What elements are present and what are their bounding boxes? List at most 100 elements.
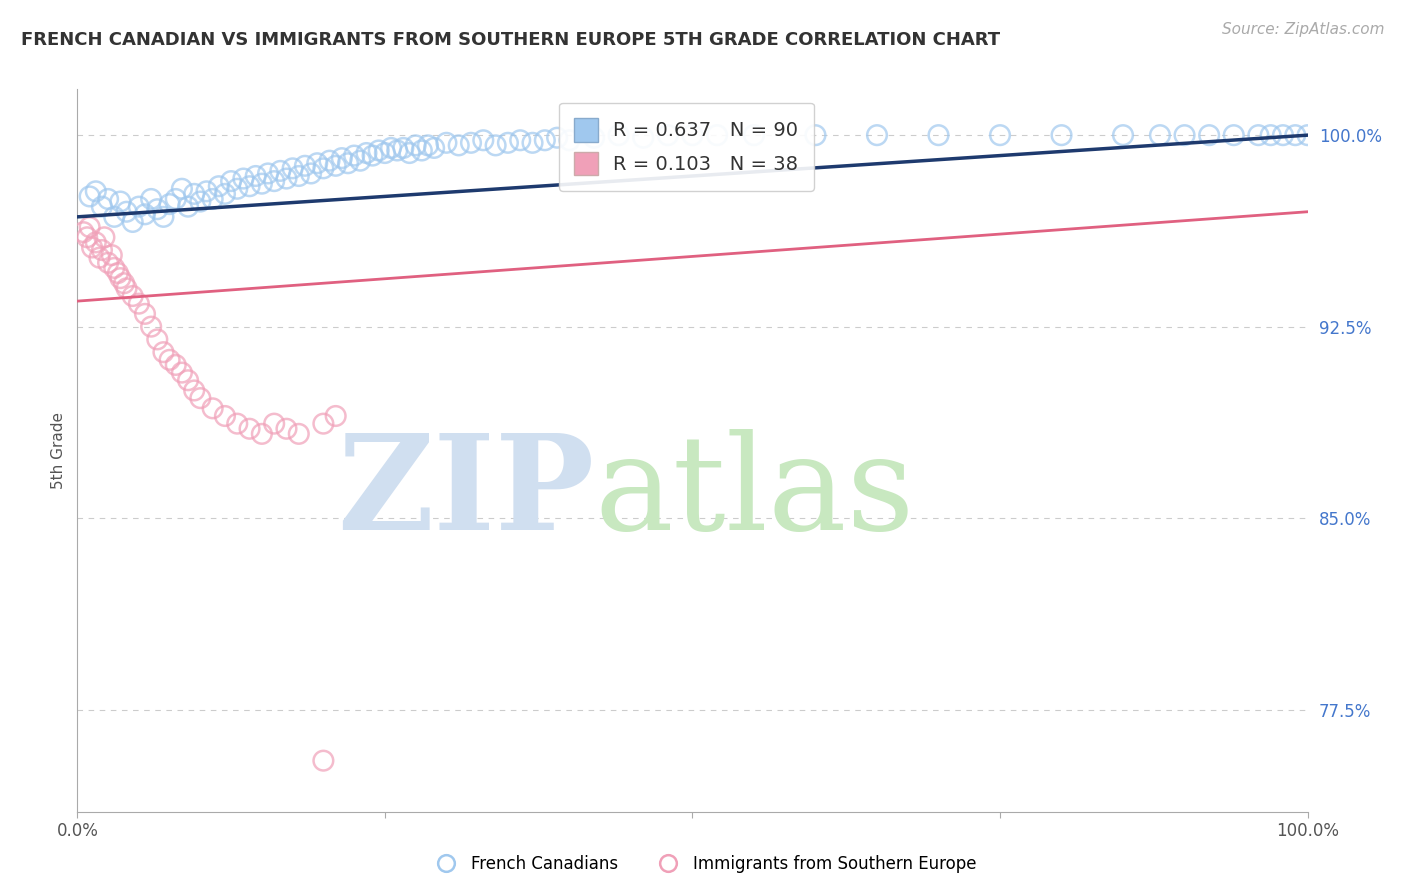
- Point: [299, 166, 322, 180]
- Point: [146, 332, 169, 346]
- Point: [312, 754, 335, 768]
- Point: [82, 240, 104, 254]
- Legend: French Canadians, Immigrants from Southern Europe: French Canadians, Immigrants from Southe…: [423, 848, 983, 880]
- Point: [110, 194, 132, 209]
- Point: [472, 133, 495, 147]
- Point: [269, 164, 291, 178]
- Point: [583, 130, 606, 145]
- Point: [239, 422, 262, 436]
- Point: [72, 225, 94, 239]
- Point: [485, 138, 508, 153]
- Point: [152, 210, 174, 224]
- Point: [214, 186, 236, 201]
- Point: [165, 358, 187, 372]
- Point: [226, 417, 249, 431]
- Point: [232, 171, 254, 186]
- Point: [1260, 128, 1282, 143]
- Point: [1247, 128, 1270, 143]
- Point: [288, 426, 311, 441]
- Point: [742, 128, 765, 143]
- Point: [436, 136, 458, 150]
- Point: [1149, 128, 1171, 143]
- Point: [121, 215, 143, 229]
- Point: [250, 177, 273, 191]
- Point: [214, 409, 236, 423]
- Point: [343, 148, 366, 162]
- Point: [1174, 128, 1197, 143]
- Point: [170, 366, 193, 380]
- Point: [928, 128, 950, 143]
- Point: [423, 141, 446, 155]
- Point: [318, 153, 340, 168]
- Point: [706, 128, 728, 143]
- Point: [682, 128, 704, 143]
- Point: [84, 184, 107, 198]
- Point: [281, 161, 304, 176]
- Point: [1112, 128, 1135, 143]
- Point: [307, 156, 329, 170]
- Point: [146, 202, 169, 217]
- Point: [988, 128, 1011, 143]
- Point: [1272, 128, 1295, 143]
- Point: [447, 138, 470, 153]
- Point: [367, 144, 389, 158]
- Point: [257, 166, 280, 180]
- Point: [177, 200, 200, 214]
- Point: [97, 256, 120, 270]
- Point: [159, 197, 181, 211]
- Point: [159, 352, 181, 367]
- Point: [522, 136, 544, 150]
- Point: [416, 138, 439, 153]
- Point: [115, 204, 138, 219]
- Point: [110, 271, 132, 285]
- Point: [79, 220, 101, 235]
- Point: [177, 373, 200, 387]
- Point: [141, 319, 163, 334]
- Point: [1223, 128, 1246, 143]
- Point: [112, 277, 135, 291]
- Point: [195, 184, 218, 198]
- Point: [398, 146, 420, 161]
- Point: [93, 230, 115, 244]
- Point: [558, 133, 581, 147]
- Point: [405, 138, 427, 153]
- Point: [201, 401, 224, 416]
- Point: [1284, 128, 1306, 143]
- Point: [107, 266, 129, 280]
- Point: [239, 179, 262, 194]
- Point: [1050, 128, 1073, 143]
- Point: [183, 384, 205, 398]
- Text: atlas: atlas: [595, 429, 914, 558]
- Point: [325, 159, 347, 173]
- Point: [183, 186, 205, 201]
- Point: [263, 417, 285, 431]
- Point: [103, 210, 125, 224]
- Point: [103, 260, 125, 275]
- Point: [134, 207, 156, 221]
- Point: [312, 417, 335, 431]
- Point: [361, 148, 384, 162]
- Point: [128, 296, 150, 310]
- Point: [546, 130, 568, 145]
- Text: Source: ZipAtlas.com: Source: ZipAtlas.com: [1222, 22, 1385, 37]
- Point: [208, 179, 231, 194]
- Point: [250, 426, 273, 441]
- Point: [128, 200, 150, 214]
- Point: [89, 251, 111, 265]
- Point: [165, 192, 187, 206]
- Point: [276, 171, 298, 186]
- Point: [76, 230, 98, 244]
- Point: [657, 128, 679, 143]
- Point: [201, 192, 224, 206]
- Point: [380, 141, 402, 155]
- Point: [1296, 128, 1319, 143]
- Point: [141, 192, 163, 206]
- Point: [325, 409, 347, 423]
- Point: [101, 248, 124, 262]
- Point: [294, 159, 316, 173]
- Point: [1198, 128, 1220, 143]
- Point: [263, 174, 285, 188]
- Point: [170, 182, 193, 196]
- Point: [226, 182, 249, 196]
- Point: [219, 174, 242, 188]
